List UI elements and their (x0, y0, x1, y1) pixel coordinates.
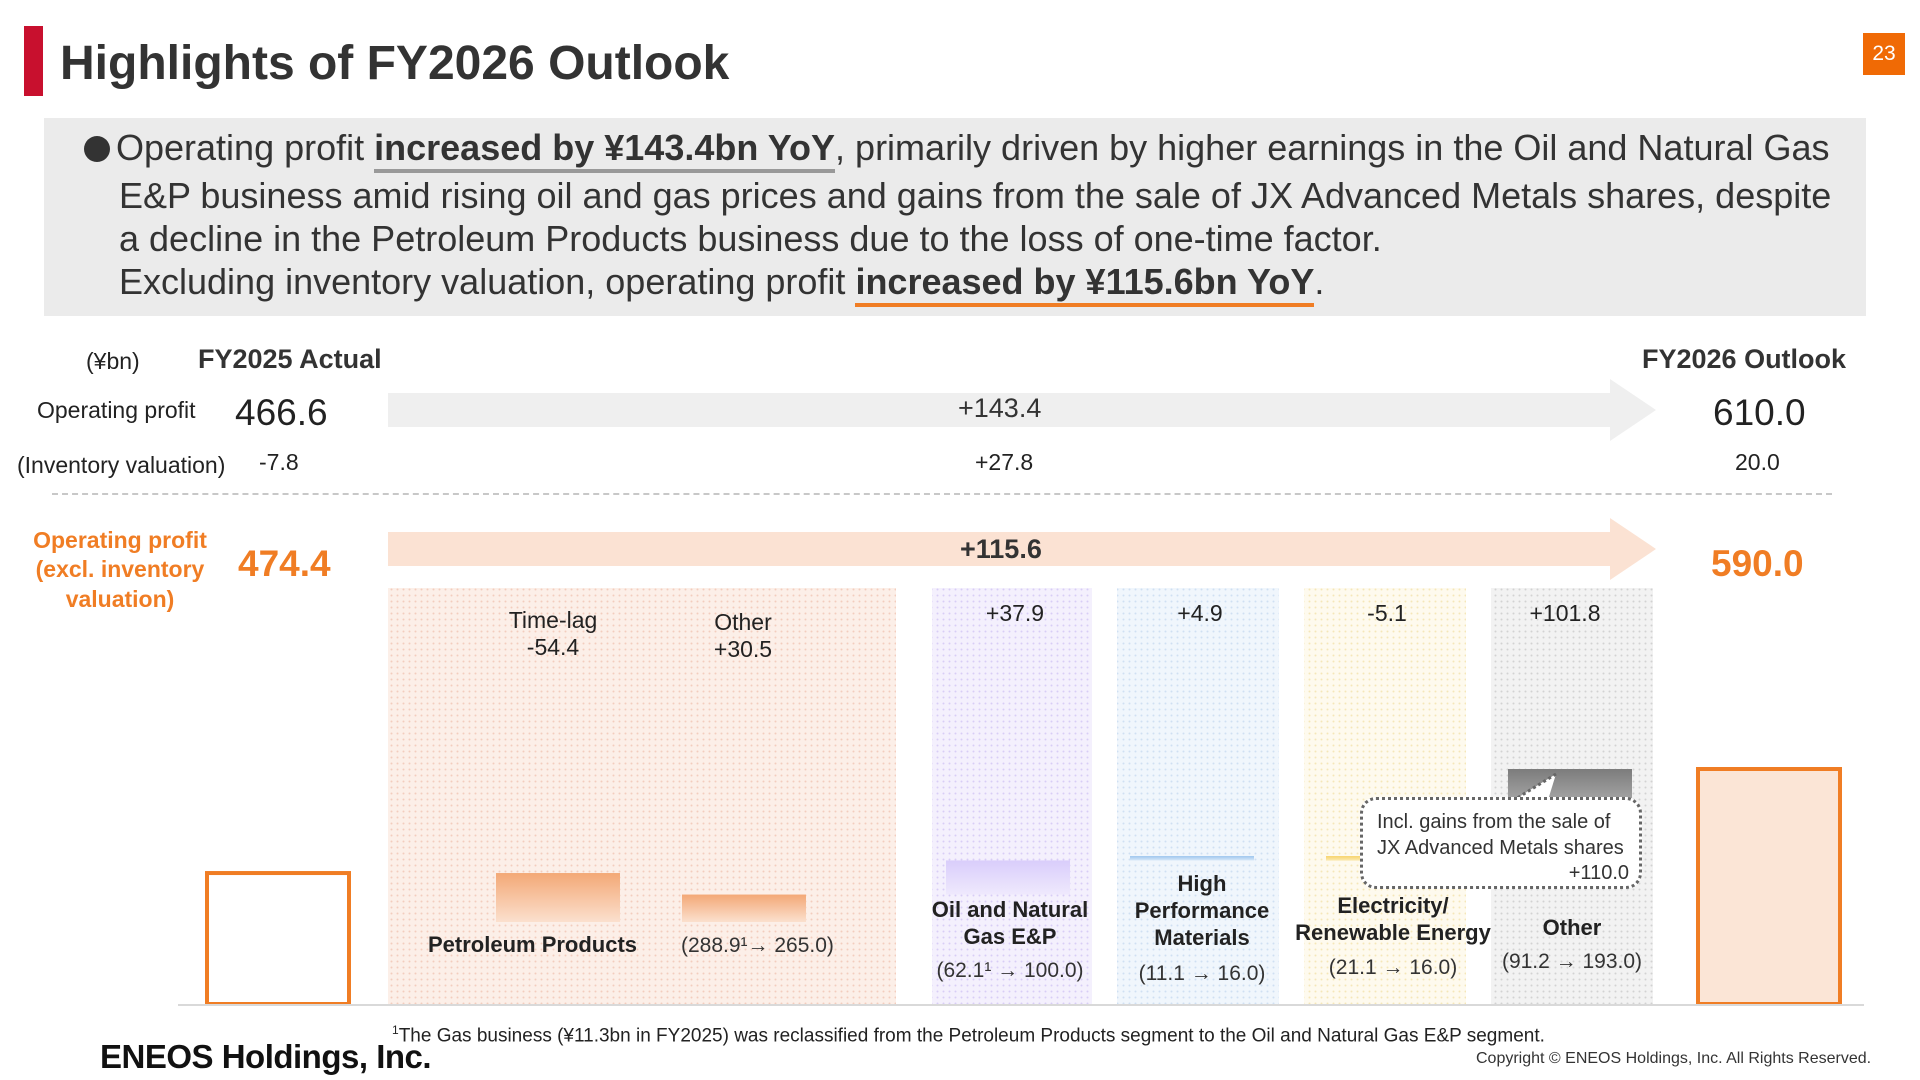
segment-panel-elec (1304, 588, 1466, 1004)
summary-box (44, 118, 1866, 316)
row-divider (52, 493, 1832, 495)
step-label-elec: -5.1 (1367, 600, 1407, 626)
col-fy2026-outlook: FY2026 Outlook (1642, 344, 1847, 374)
segment-name-other: Other (1542, 915, 1602, 940)
company-logo: ENEOS Holdings, Inc. (100, 1038, 432, 1075)
chart-baseline (178, 1004, 1864, 1006)
summary-line-4: Excluding inventory valuation, operating… (119, 261, 1324, 307)
row-excl-change: +115.6 (960, 534, 1042, 564)
excl-change-arrow (388, 518, 1656, 580)
segment-panel-ong (932, 588, 1092, 1004)
bullet-icon (84, 136, 110, 162)
segment-panel-hpm (1117, 588, 1279, 1004)
row-inv-change: +27.8 (975, 449, 1034, 475)
title-accent-bar (24, 26, 43, 96)
copyright: Copyright © ENEOS Holdings, Inc. All Rig… (1476, 1050, 1872, 1067)
col-fy2025-actual: FY2025 Actual (198, 344, 382, 374)
segment-name-ong: Oil and Natural Gas E&P (931, 897, 1089, 949)
segment-name-elec: Electricity/Renewable Energy (1295, 893, 1491, 945)
row-op-actual: 466.6 (235, 392, 328, 433)
segment-name-hpm: High Performance Materials (1134, 871, 1270, 950)
summary-line-3: a decline in the Petroleum Products busi… (119, 218, 1382, 259)
page-number-badge: 23 (1863, 33, 1905, 75)
segment-range-elec: (21.1 → 16.0) (1328, 956, 1458, 979)
summary-highlight-2: increased by ¥115.6bn YoY (855, 261, 1315, 307)
step-label-pp-other: Other +30.5 (713, 609, 773, 662)
bar-step-pp-other (682, 894, 806, 922)
page-title: Highlights of FY2026 Outlook (60, 37, 730, 90)
summary-line-1: Operating profit increased by ¥143.4bn Y… (116, 127, 1830, 173)
segment-range-ong: (62.1¹ → 100.0) (936, 959, 1084, 982)
step-label-ong: +37.9 (985, 600, 1045, 626)
row-excl-label: Operating profit (excl. inventory valuat… (33, 527, 207, 612)
bar-end-fy2026 (1696, 767, 1842, 1006)
step-label-other: +101.8 (1529, 600, 1601, 626)
op-change-arrow-shape (388, 379, 1656, 441)
row-excl-outlook: 590.0 (1711, 543, 1804, 584)
segment-panel-pp (388, 588, 896, 1004)
row-op-label: Operating profit (37, 397, 196, 423)
segment-range-other: (91.2 → 193.0) (1501, 950, 1643, 973)
row-inv-label: (Inventory valuation) (17, 452, 226, 478)
segment-range-pp: (288.9¹→ 265.0) (681, 934, 834, 957)
segment-range-hpm: (11.1 → 16.0) (1138, 962, 1266, 985)
row-inv-outlook: 20.0 (1735, 449, 1780, 475)
footnote: 1The Gas business (¥11.3bn in FY2025) wa… (392, 1023, 1545, 1047)
step-label-hpm: +4.9 (1177, 600, 1223, 626)
bar-step-ong (946, 860, 1070, 895)
row-op-outlook: 610.0 (1713, 392, 1806, 433)
row-excl-actual: 474.4 (238, 543, 331, 584)
bar-start-fy2025 (205, 871, 351, 1006)
row-op-change: +143.4 (958, 393, 1042, 423)
bar-step-time-lag (496, 873, 620, 922)
unit-label: (¥bn) (86, 348, 140, 374)
step-label-time-lag: Time-lag -54.4 (508, 607, 598, 660)
bar-step-hpm (1130, 856, 1254, 861)
segment-name-pp: Petroleum Products (428, 932, 638, 957)
summary-line-2: E&P business amid rising oil and gas pri… (119, 175, 1832, 216)
summary-highlight-1: increased by ¥143.4bn YoY (374, 127, 836, 173)
callout-jx-gain: Incl. gains from the sale of JX Advanced… (1360, 797, 1642, 889)
row-inv-actual: -7.8 (259, 449, 299, 475)
